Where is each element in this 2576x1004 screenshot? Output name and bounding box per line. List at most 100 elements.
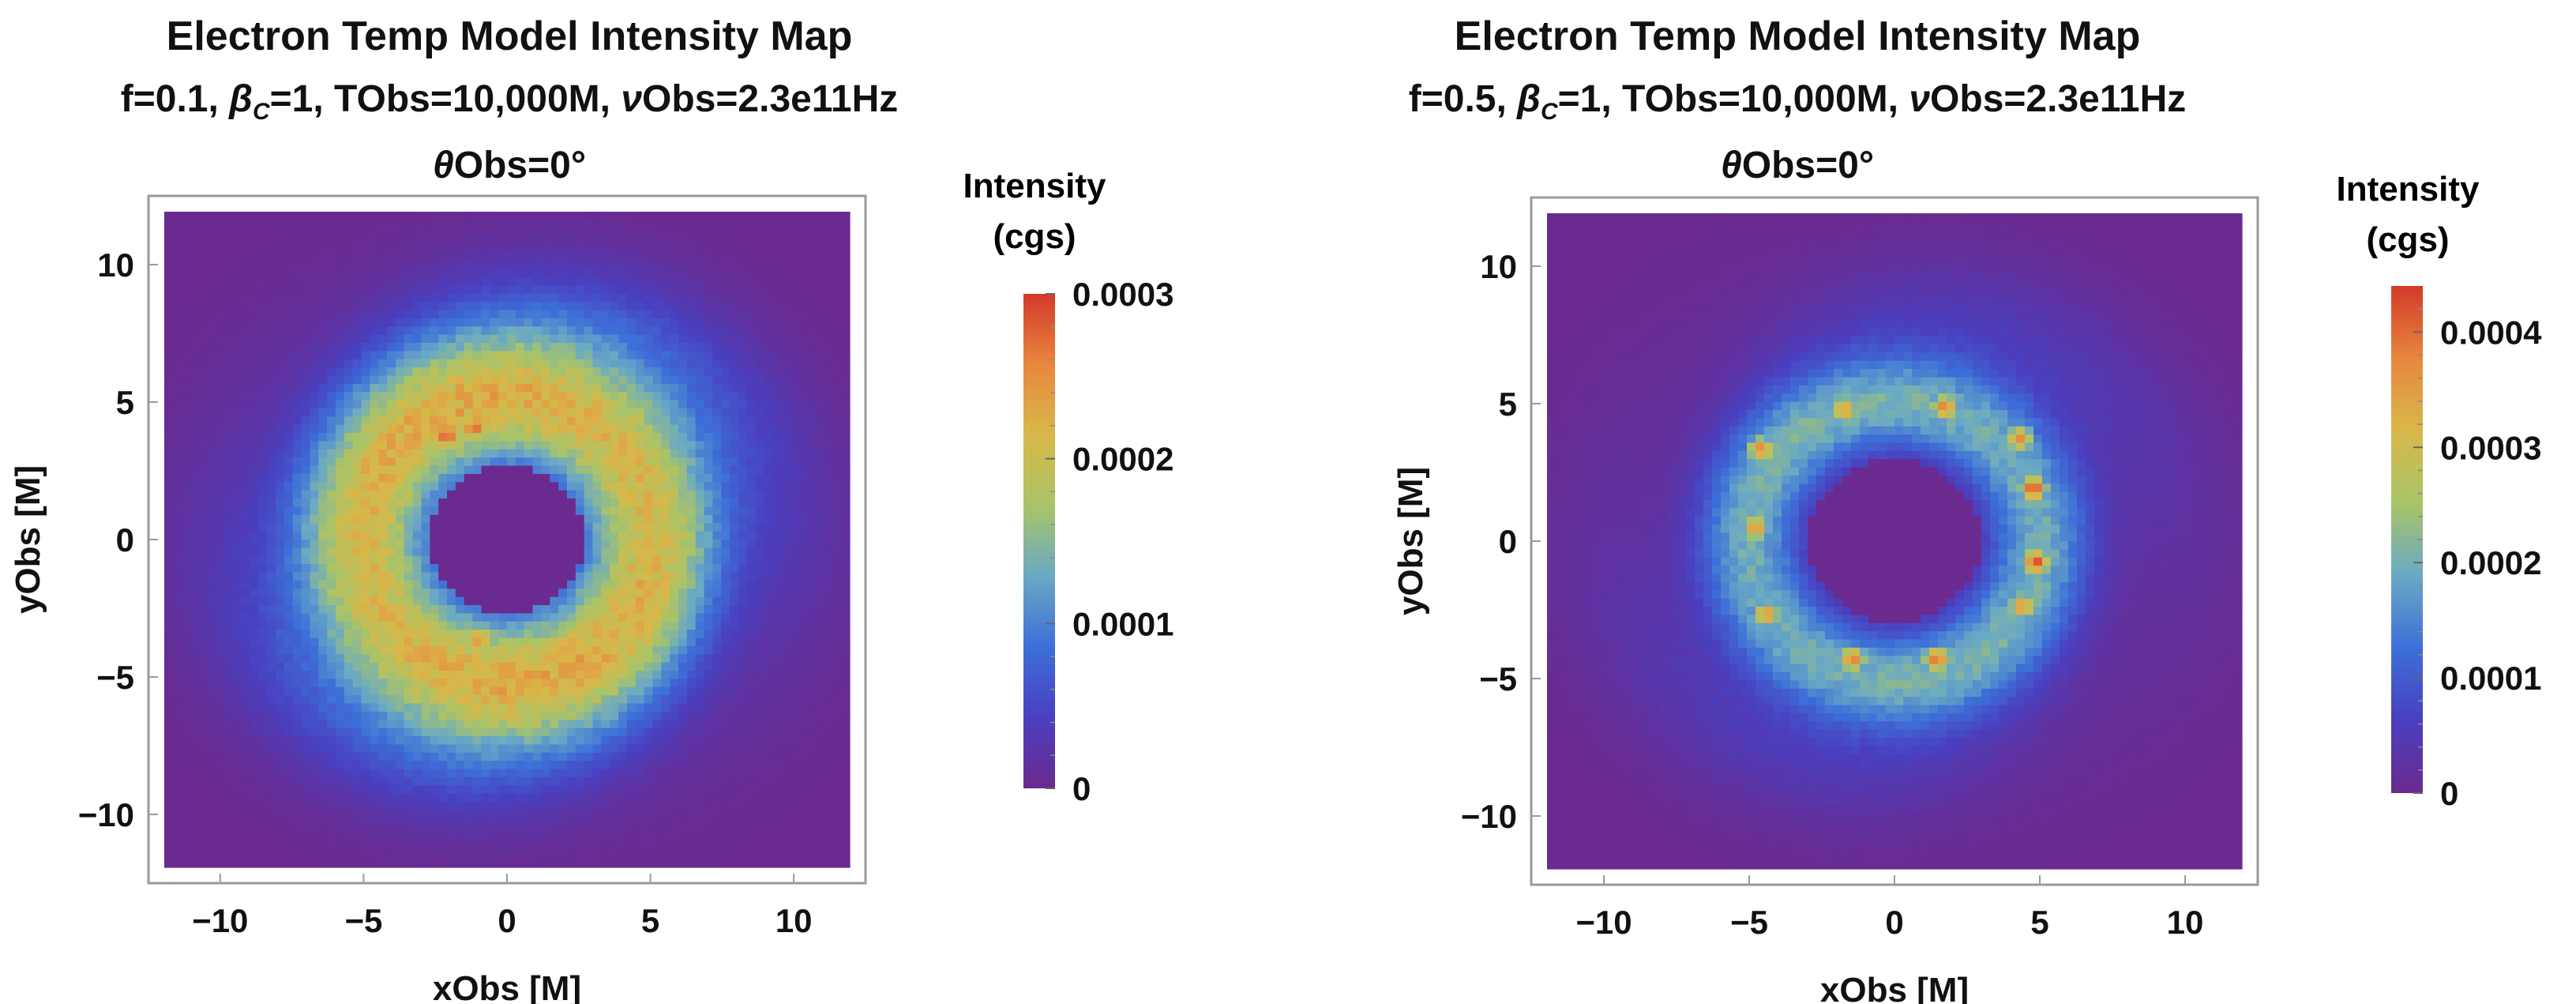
- heatmap-cell: [241, 220, 251, 229]
- heatmap-cell: [524, 482, 534, 491]
- heatmap-cell: [532, 695, 542, 705]
- heatmap-cell: [781, 441, 790, 450]
- heatmap-cell: [730, 613, 739, 622]
- heatmap-cell: [781, 523, 790, 532]
- heatmap-cell: [815, 671, 825, 679]
- heatmap-cell: [832, 449, 842, 458]
- heatmap-cell: [592, 679, 602, 688]
- heatmap-cell: [344, 318, 354, 327]
- heatmap-cell: [781, 572, 790, 581]
- heatmap-cell: [276, 498, 285, 508]
- heatmap-cell: [344, 630, 354, 639]
- heatmap-cell: [575, 343, 585, 352]
- heatmap-cell: [361, 302, 370, 311]
- heatmap-cell: [738, 220, 748, 229]
- heatmap-cell: [164, 531, 174, 540]
- heatmap-cell: [815, 400, 825, 409]
- heatmap-cell: [704, 564, 713, 573]
- heatmap-cell: [395, 457, 405, 467]
- heatmap-cell: [575, 514, 585, 524]
- heatmap-cell: [464, 277, 474, 286]
- heatmap-cell: [507, 351, 516, 360]
- heatmap-cell: [481, 236, 490, 246]
- heatmap-cell: [455, 580, 465, 589]
- heatmap-cell: [644, 424, 654, 434]
- heatmap-cell: [790, 564, 799, 573]
- heatmap-cell: [841, 318, 851, 327]
- heatmap-cell: [301, 654, 311, 664]
- heatmap-cell: [310, 596, 319, 606]
- heatmap-cell: [730, 531, 739, 540]
- heatmap-cell: [481, 474, 490, 483]
- heatmap-cell: [704, 318, 713, 327]
- heatmap-cell: [284, 564, 294, 573]
- heatmap-cell: [172, 654, 182, 664]
- heatmap-cell: [481, 220, 490, 229]
- heatmap-cell: [344, 613, 354, 622]
- heatmap-cell: [592, 547, 602, 557]
- heatmap-cell: [695, 375, 705, 385]
- heatmap-cell: [824, 686, 833, 696]
- heatmap-cell: [310, 326, 319, 336]
- heatmap-cell: [661, 416, 670, 426]
- heatmap-cell: [815, 334, 825, 344]
- heatmap-cell: [190, 637, 199, 647]
- heatmap-cell: [738, 490, 748, 499]
- heatmap-cell: [232, 285, 242, 295]
- heatmap-cell: [223, 686, 234, 696]
- heatmap-cell: [781, 343, 790, 352]
- heatmap-cell: [344, 424, 354, 434]
- heatmap-cell: [652, 630, 662, 639]
- heatmap-cell: [455, 220, 465, 229]
- heatmap-cell: [601, 318, 610, 327]
- heatmap-cell: [241, 482, 251, 491]
- heatmap-cell: [310, 375, 319, 385]
- heatmap-cell: [730, 695, 739, 705]
- heatmap-cell: [670, 605, 679, 614]
- heatmap-cell: [172, 449, 182, 458]
- heatmap-cell: [216, 392, 225, 401]
- heatmap-cell: [550, 711, 559, 720]
- heatmap-cell: [575, 383, 585, 393]
- heatmap-cell: [798, 588, 808, 598]
- heatmap-cell: [815, 572, 825, 581]
- heatmap-cell: [806, 334, 817, 344]
- heatmap-cell: [575, 662, 585, 671]
- heatmap-cell: [755, 392, 765, 401]
- heatmap-cell: [352, 326, 362, 336]
- heatmap-cell: [258, 424, 268, 434]
- heatmap-cell: [412, 564, 422, 573]
- heatmap-cell: [610, 703, 619, 713]
- heatmap-cell: [532, 572, 542, 581]
- heatmap-cell: [781, 302, 790, 311]
- heatmap-cell: [352, 261, 362, 270]
- heatmap-cell: [481, 343, 490, 352]
- heatmap-cell: [438, 711, 448, 720]
- heatmap-cell: [447, 596, 456, 606]
- heatmap-cell: [318, 383, 328, 393]
- heatmap-cell: [532, 564, 542, 573]
- heatmap-cell: [447, 555, 456, 565]
- heatmap-cell: [361, 679, 370, 688]
- heatmap-cell: [267, 318, 276, 327]
- heatmap-cell: [712, 359, 722, 368]
- heatmap-cell: [764, 220, 773, 229]
- heatmap-cell: [764, 605, 773, 614]
- heatmap-cell: [712, 564, 722, 573]
- heatmap-cell: [336, 400, 345, 409]
- heatmap-cell: [592, 375, 602, 385]
- heatmap-cell: [490, 654, 499, 664]
- heatmap-cell: [258, 383, 268, 393]
- heatmap-cell: [455, 261, 465, 270]
- heatmap-cell: [190, 433, 199, 442]
- heatmap-cell: [481, 630, 490, 639]
- heatmap-cell: [395, 605, 405, 614]
- heatmap-cell: [584, 383, 594, 393]
- heatmap-cell: [738, 662, 748, 671]
- heatmap-cell: [721, 613, 730, 622]
- heatmap-cell: [704, 285, 713, 295]
- heatmap-cell: [686, 679, 697, 688]
- heatmap-cell: [772, 498, 782, 508]
- heatmap-cell: [824, 596, 833, 606]
- heatmap-cell: [344, 302, 354, 311]
